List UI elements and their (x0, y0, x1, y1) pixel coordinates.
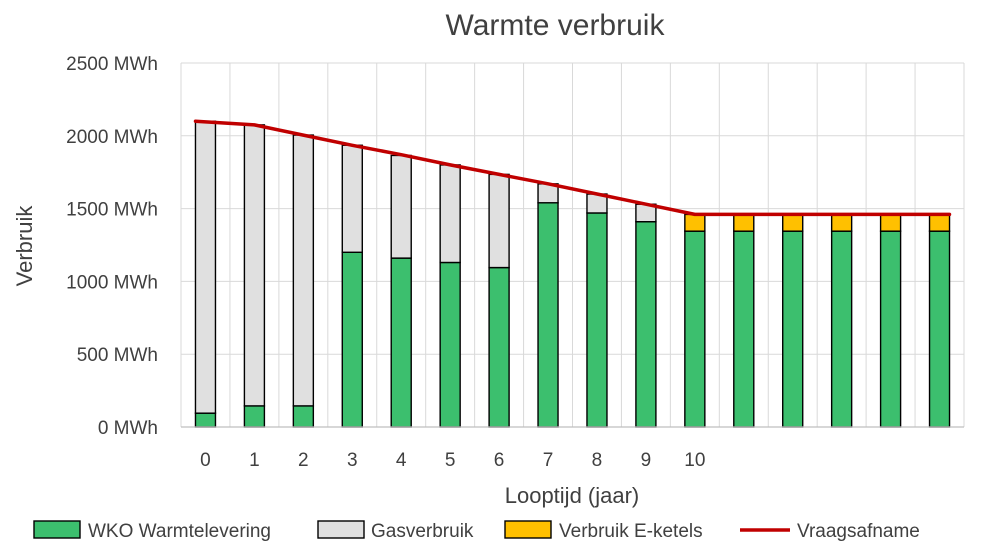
line-layer (193, 119, 952, 217)
y-tick-label: 0 MWh (98, 418, 158, 439)
bar-gasverbruik (243, 124, 266, 407)
grid-layer (180, 62, 965, 428)
bar-gasverbruik (292, 134, 315, 407)
axis-layer: 0 MWh 500 MWh 1000 MWh 1500 MWh 2000 MWh 2500… (66, 54, 964, 471)
bar-verbruik-e-ketels (782, 213, 804, 232)
x-tick-label: 10 (684, 450, 705, 471)
bar-wko-warmtelevering (879, 230, 902, 428)
legend-wko-warmtelevering-label: WKO Warmtelevering (88, 521, 271, 542)
bar-gasverbruik (341, 144, 363, 253)
bar-gasverbruik (390, 154, 412, 259)
x-tick-label: 2 (298, 450, 309, 471)
bar-verbruik-e-ketels (733, 213, 755, 232)
bar-wko-warmtelevering (439, 261, 461, 428)
x-tick-label: 5 (445, 450, 456, 471)
bar-wko-warmtelevering (733, 230, 755, 428)
x-tick-label: 0 (200, 450, 211, 471)
line-vraagsafname (193, 119, 952, 217)
bar-wko-warmtelevering (243, 405, 266, 428)
bar-wko-warmtelevering (341, 251, 363, 428)
bar-verbruik-e-ketels (684, 213, 706, 232)
x-tick-label: 4 (396, 450, 407, 471)
bar-wko-warmtelevering (390, 257, 412, 428)
bar-wko-warmtelevering (830, 230, 853, 428)
bar-gasverbruik (194, 120, 217, 414)
bar-wko-warmtelevering (292, 405, 315, 428)
chart-title: Warmte verbruik (446, 9, 666, 42)
bar-gasverbruik (488, 173, 510, 269)
x-tick-label: 6 (494, 450, 505, 471)
bar-wko-warmtelevering (488, 266, 510, 428)
bar-verbruik-e-ketels (879, 213, 902, 232)
bar-wko-warmtelevering (537, 202, 559, 428)
y-tick-label: 2500 MWh (66, 54, 158, 75)
x-tick-label: 9 (641, 450, 652, 471)
y-tick-label: 500 MWh (77, 345, 158, 366)
bar-wko-warmtelevering (928, 230, 951, 428)
legend-vraagsafname-label: Vraagsafname (797, 521, 920, 542)
y-tick-label: 2000 MWh (66, 127, 158, 148)
x-tick-label: 3 (347, 450, 358, 471)
x-tick-label: 8 (592, 450, 603, 471)
legend-verbruik-e-ketels-swatch (504, 520, 552, 539)
bar-verbruik-e-ketels (830, 213, 853, 232)
x-tick-label: 7 (543, 450, 554, 471)
y-axis-label: Verbruik (12, 205, 37, 287)
bar-wko-warmtelevering (586, 212, 608, 428)
legend-gasverbruik-swatch (317, 520, 365, 539)
legend-verbruik-e-ketels-label: Verbruik E-ketels (559, 521, 703, 542)
bar-gasverbruik (439, 164, 461, 264)
y-tick-label: 1500 MWh (66, 200, 158, 221)
bar-wko-warmtelevering (684, 230, 706, 428)
legend: WKO Warmtelevering Gasverbruik Verbruik E-… (33, 520, 920, 542)
bar-wko-warmtelevering (635, 221, 657, 428)
legend-gasverbruik-label: Gasverbruik (371, 521, 474, 542)
bars-layer (194, 120, 951, 428)
legend-wko-warmtelevering-swatch (33, 520, 81, 539)
x-tick-label: 1 (249, 450, 260, 471)
bar-verbruik-e-ketels (928, 213, 951, 232)
y-tick-label: 1000 MWh (66, 272, 158, 293)
bar-wko-warmtelevering (782, 230, 804, 428)
x-axis-label: Looptijd (jaar) (505, 483, 640, 508)
bar-wko-warmtelevering (194, 412, 217, 428)
